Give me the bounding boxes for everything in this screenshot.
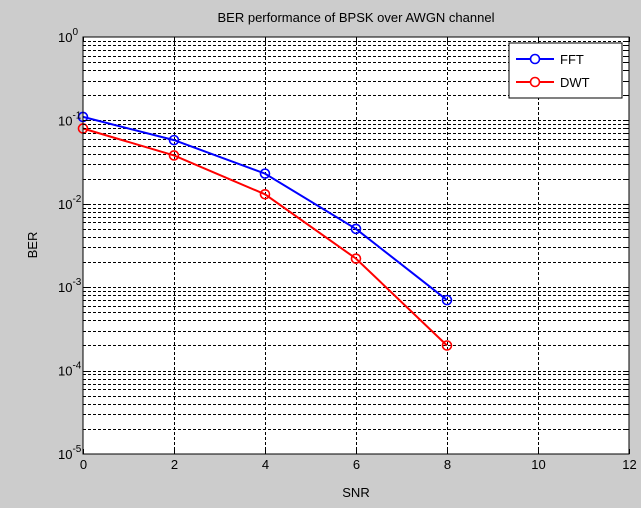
y-axis-label: BER [25, 232, 40, 259]
x-tick-labels: 0 2 4 6 8 10 12 [80, 457, 637, 472]
y-tick-label: 10-1 [58, 110, 82, 128]
data-point-fft [350, 223, 362, 235]
data-point-dwt [350, 253, 362, 264]
data-point-fft [168, 134, 180, 146]
x-tick-label: 6 [353, 457, 360, 472]
legend-label-fft: FFT [560, 52, 584, 67]
x-tick-label: 12 [622, 457, 636, 472]
legend-marker-dwt [529, 76, 541, 88]
legend-items: FFT DWT [516, 52, 590, 90]
legend: FFT DWT [508, 42, 623, 99]
x-tick-label: 2 [171, 457, 178, 472]
x-tick-label: 0 [80, 457, 87, 472]
y-tick-label: 10-3 [58, 277, 82, 295]
x-axis-label: SNR [342, 485, 369, 500]
legend-box [508, 42, 623, 99]
series-line-fft [82, 115, 448, 301]
grid [83, 37, 629, 454]
data-point-fft [259, 168, 271, 179]
y-tick-label: 10-5 [58, 444, 82, 462]
y-tick-label: 10-4 [58, 361, 82, 379]
y-tick-label: 10-2 [58, 194, 82, 212]
x-tick-label: 10 [531, 457, 545, 472]
x-tick-label: 4 [262, 457, 269, 472]
data-point-dwt [441, 340, 453, 351]
legend-marker-fft [529, 53, 541, 65]
y-tick-labels: 100 10-1 10-2 10-3 10-4 10-5 [58, 27, 82, 462]
ticks [83, 37, 630, 454]
y-tick-label: 100 [58, 27, 78, 45]
legend-label-dwt: DWT [560, 75, 590, 90]
data-point-dwt [259, 188, 271, 200]
x-tick-label: 8 [444, 457, 451, 472]
data-point-dwt [168, 150, 180, 161]
chart-title: BER performance of BPSK over AWGN channe… [218, 10, 495, 25]
series-line-dwt [82, 127, 448, 347]
data-point-fft [441, 294, 453, 306]
